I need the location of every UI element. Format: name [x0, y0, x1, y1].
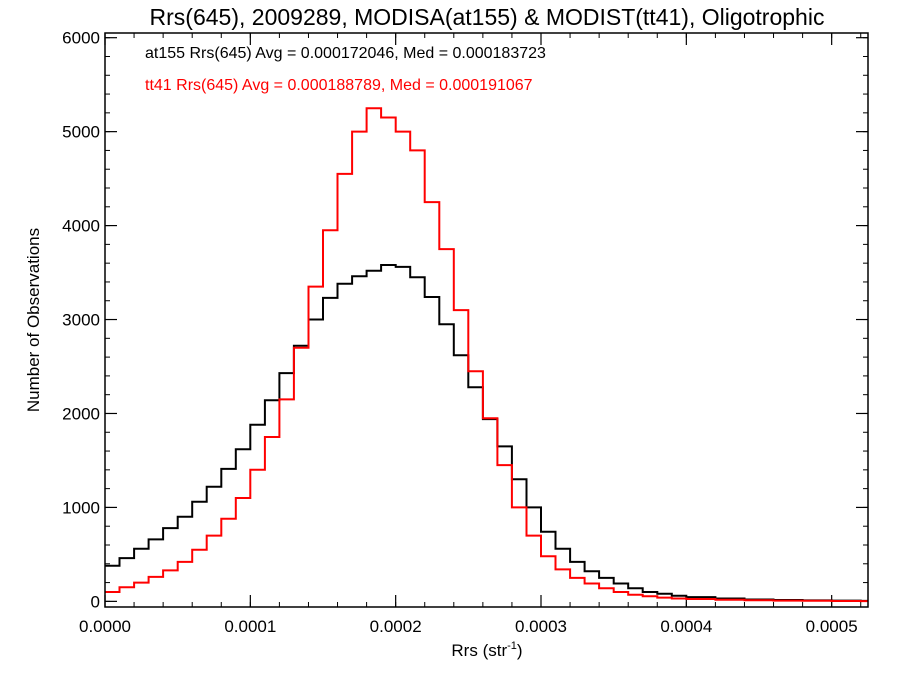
y-tick-label: 0 — [91, 592, 100, 611]
x-tick-label: 0.0003 — [515, 617, 567, 636]
at155-stats-label: at155 Rrs(645) Avg = 0.000172046, Med = … — [145, 45, 546, 62]
x-tick-label: 0.0001 — [224, 617, 276, 636]
chart-title: Rrs(645), 2009289, MODISA(at155) & MODIS… — [150, 4, 825, 30]
series-at155-histogram — [105, 264, 868, 602]
y-tick-label: 4000 — [62, 217, 100, 236]
tt41-stats-label: tt41 Rrs(645) Avg = 0.000188789, Med = 0… — [145, 77, 533, 94]
x-axis-label: Rrs (str-1) — [451, 640, 522, 660]
y-axis-label: Number of Observations — [24, 228, 43, 412]
y-tick-label: 6000 — [62, 29, 100, 48]
x-tick-label: 0.0000 — [79, 617, 131, 636]
series-tt41-histogram — [105, 107, 868, 603]
y-tick-label: 5000 — [62, 123, 100, 142]
y-tick-label: 1000 — [62, 498, 100, 517]
series-layer — [105, 107, 868, 603]
plot-frame — [104, 32, 869, 608]
x-tick-label: 0.0004 — [660, 617, 712, 636]
x-tick-label: 0.0005 — [806, 617, 858, 636]
x-tick-label: 0.0002 — [370, 617, 422, 636]
y-tick-label: 2000 — [62, 404, 100, 423]
y-tick-label: 3000 — [62, 311, 100, 330]
axis-ticks: 0.0000 0.0001 0.0002 0.0003 0.0004 0.0005 0 100… — [62, 29, 868, 636]
x-axis-label-exponent: -1 — [507, 640, 517, 652]
